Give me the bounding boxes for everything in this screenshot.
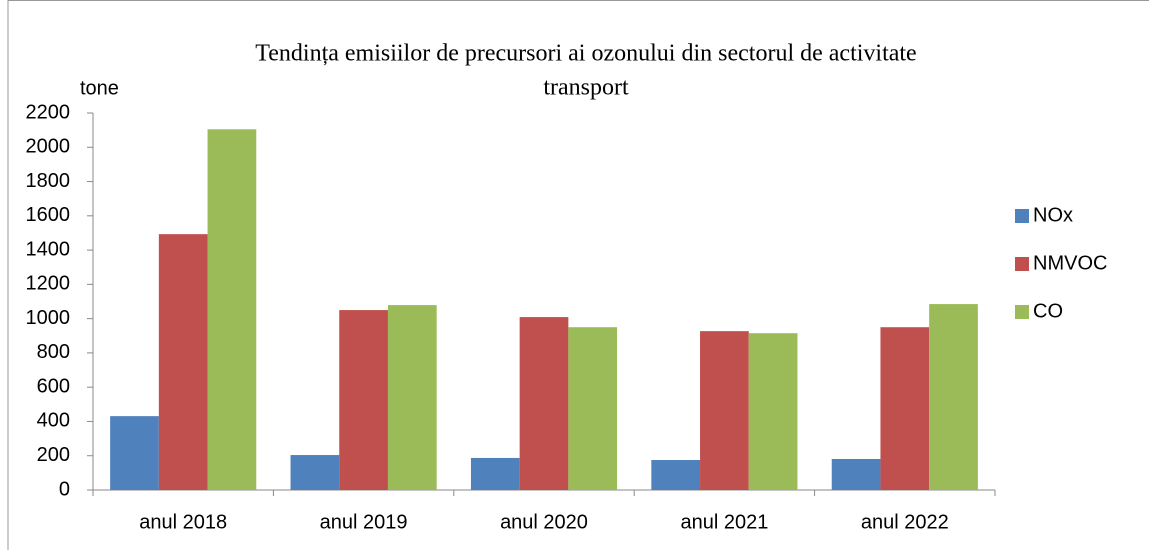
x-tick-label: anul 2018 bbox=[139, 511, 227, 533]
chart-title: transport bbox=[543, 75, 629, 101]
bar bbox=[387, 305, 437, 490]
y-tick-label: 1400 bbox=[26, 238, 71, 260]
y-tick-label: 200 bbox=[37, 444, 70, 466]
chart-title: Tendința emisiilor de precursori ai ozon… bbox=[255, 41, 916, 67]
bar bbox=[929, 304, 978, 490]
y-tick-label: 2200 bbox=[26, 101, 71, 123]
y-tick-label: 800 bbox=[37, 341, 70, 363]
y-tick-label: 400 bbox=[37, 410, 70, 432]
y-tick-label: 2000 bbox=[26, 136, 71, 158]
bar bbox=[158, 234, 208, 490]
y-tick-label: 0 bbox=[59, 478, 70, 500]
y-axis-label: tone bbox=[80, 77, 119, 99]
legend-swatch bbox=[1015, 305, 1029, 319]
x-tick-label: anul 2019 bbox=[320, 511, 408, 533]
bar bbox=[470, 457, 520, 490]
bar bbox=[519, 317, 569, 490]
bar bbox=[568, 327, 618, 490]
legend-label: CO bbox=[1033, 300, 1063, 322]
bar bbox=[110, 416, 159, 490]
bar bbox=[207, 129, 257, 490]
bar bbox=[339, 310, 388, 490]
bar bbox=[290, 455, 340, 490]
bar bbox=[880, 327, 930, 490]
x-tick-label: anul 2021 bbox=[680, 511, 768, 533]
y-tick-label: 600 bbox=[37, 375, 70, 397]
bar bbox=[748, 333, 798, 490]
y-tick-label: 1200 bbox=[26, 273, 71, 295]
legend-swatch bbox=[1015, 209, 1029, 223]
legend-label: NOx bbox=[1033, 204, 1073, 226]
x-tick-label: anul 2022 bbox=[861, 511, 949, 533]
bar bbox=[700, 331, 749, 490]
x-tick-label: anul 2020 bbox=[500, 511, 588, 533]
bar bbox=[651, 460, 701, 490]
legend-label: NMVOC bbox=[1033, 252, 1107, 274]
y-tick-label: 1800 bbox=[26, 170, 71, 192]
bar bbox=[831, 458, 881, 490]
y-tick-label: 1600 bbox=[26, 204, 71, 226]
y-tick-label: 1000 bbox=[26, 307, 71, 329]
legend-swatch bbox=[1015, 257, 1029, 271]
chart-frame bbox=[7, 0, 1149, 550]
